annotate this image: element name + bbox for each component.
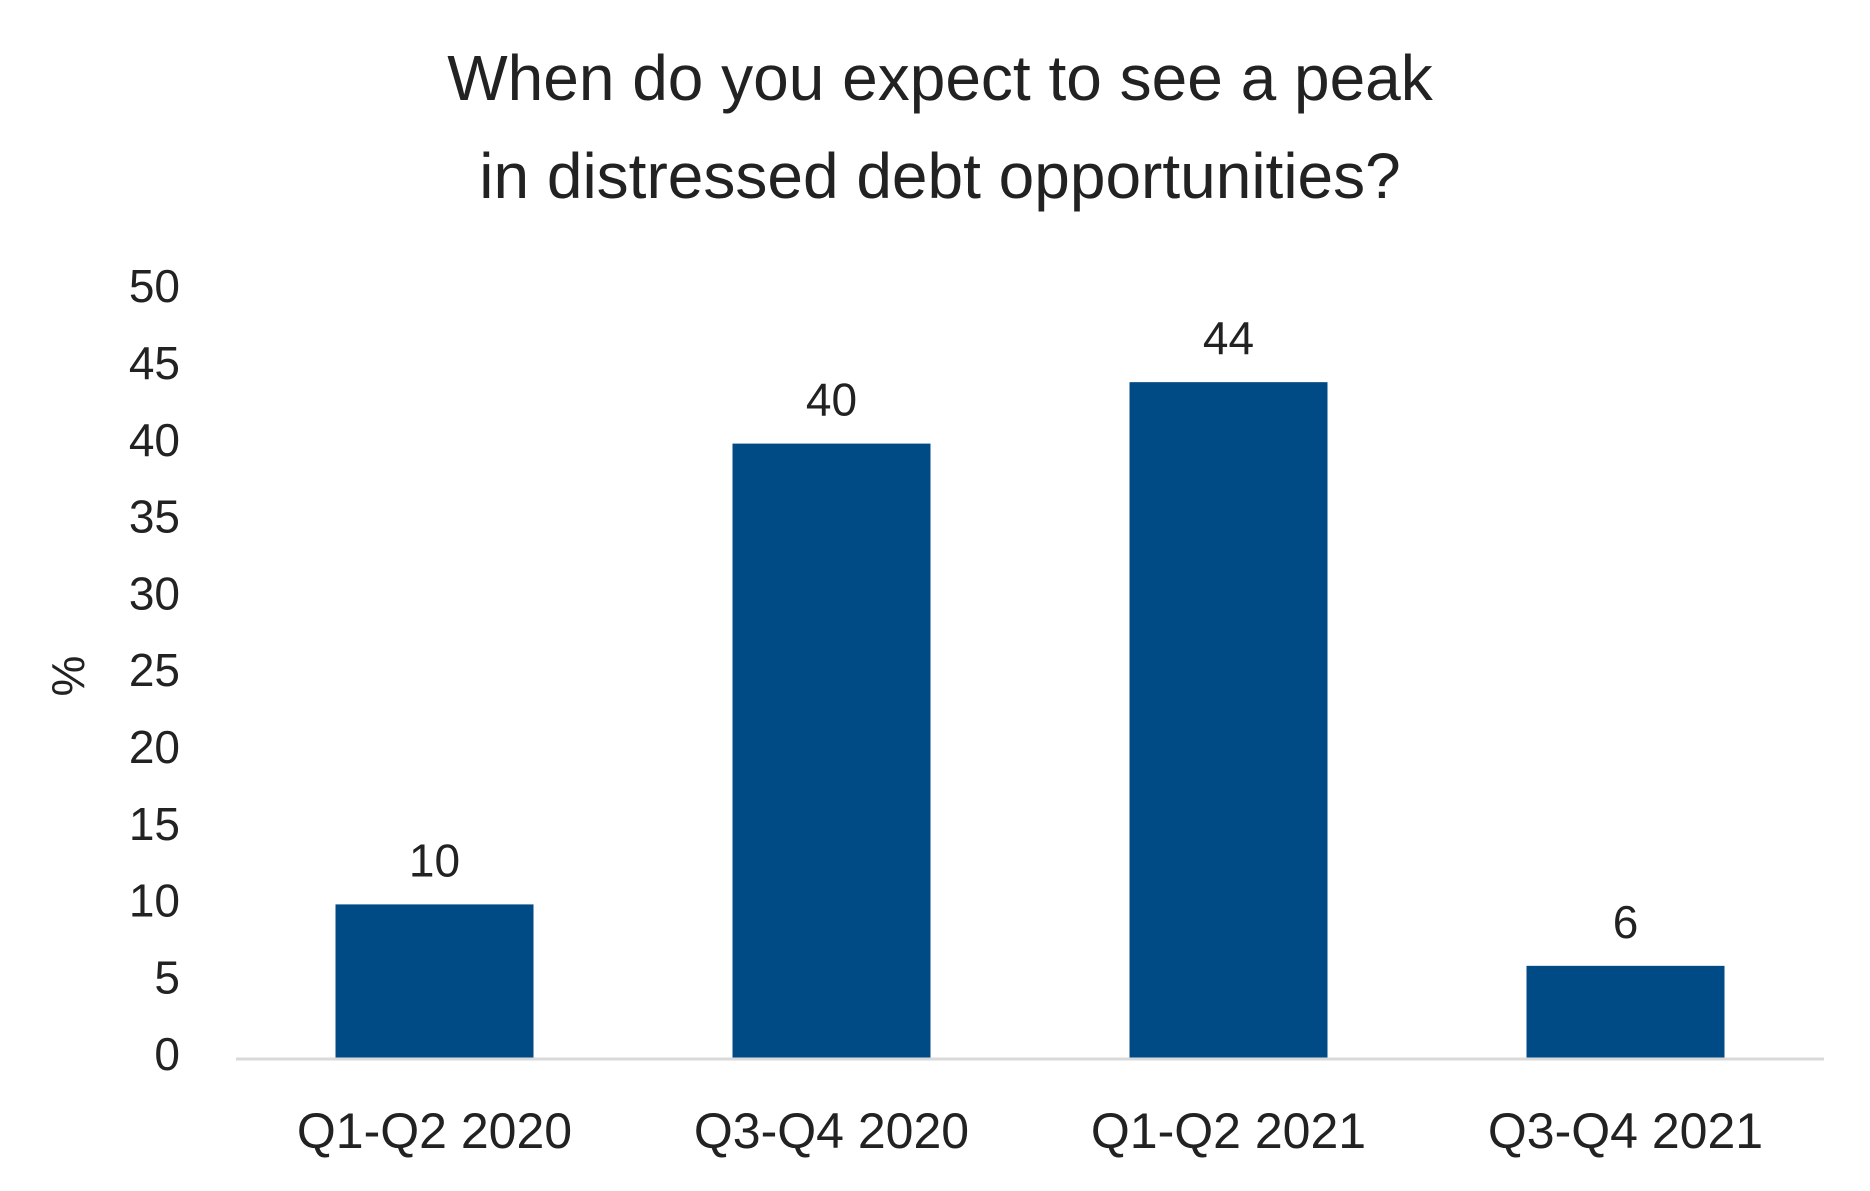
y-tick-label: 25 (129, 644, 180, 696)
x-tick-label-2: Q3-Q4 2020 (694, 1103, 969, 1159)
bar-4 (1526, 965, 1725, 1058)
chart-title: When do you expect to see a peak in distr… (447, 42, 1434, 212)
data-label-1: 10 (409, 834, 460, 886)
x-tick-label-1: Q1-Q2 2020 (297, 1103, 572, 1159)
y-tick-label: 20 (129, 721, 180, 773)
data-label-2: 40 (806, 374, 857, 426)
y-tick-label: 50 (129, 260, 180, 312)
y-tick-label: 35 (129, 491, 180, 543)
y-tick-label: 0 (154, 1028, 180, 1080)
data-label-3: 44 (1203, 312, 1254, 364)
y-tick-label: 15 (129, 798, 180, 850)
bar-1 (335, 904, 534, 1058)
y-tick-label: 5 (154, 951, 180, 1003)
y-tick-label: 40 (129, 414, 180, 466)
y-axis-ticks: 0 5 10 15 20 25 30 35 40 45 50 (129, 260, 180, 1080)
chart-title-line-2: in distressed debt opportunities? (479, 140, 1400, 212)
data-labels: 10 40 44 6 (409, 312, 1638, 948)
chart-title-line-1: When do you expect to see a peak (447, 42, 1434, 114)
x-tick-label-3: Q1-Q2 2021 (1091, 1103, 1366, 1159)
y-tick-label: 30 (129, 567, 180, 619)
bar-3 (1129, 382, 1328, 1058)
y-axis-label: % (42, 656, 94, 697)
x-tick-label-4: Q3-Q4 2021 (1488, 1103, 1763, 1159)
y-tick-label: 10 (129, 875, 180, 927)
x-axis-ticks: Q1-Q2 2020 Q3-Q4 2020 Q1-Q2 2021 Q3-Q4 2021 (297, 1103, 1763, 1159)
bars (335, 382, 1725, 1059)
data-label-4: 6 (1613, 896, 1639, 948)
bar-2 (732, 443, 931, 1059)
y-tick-label: 45 (129, 337, 180, 389)
